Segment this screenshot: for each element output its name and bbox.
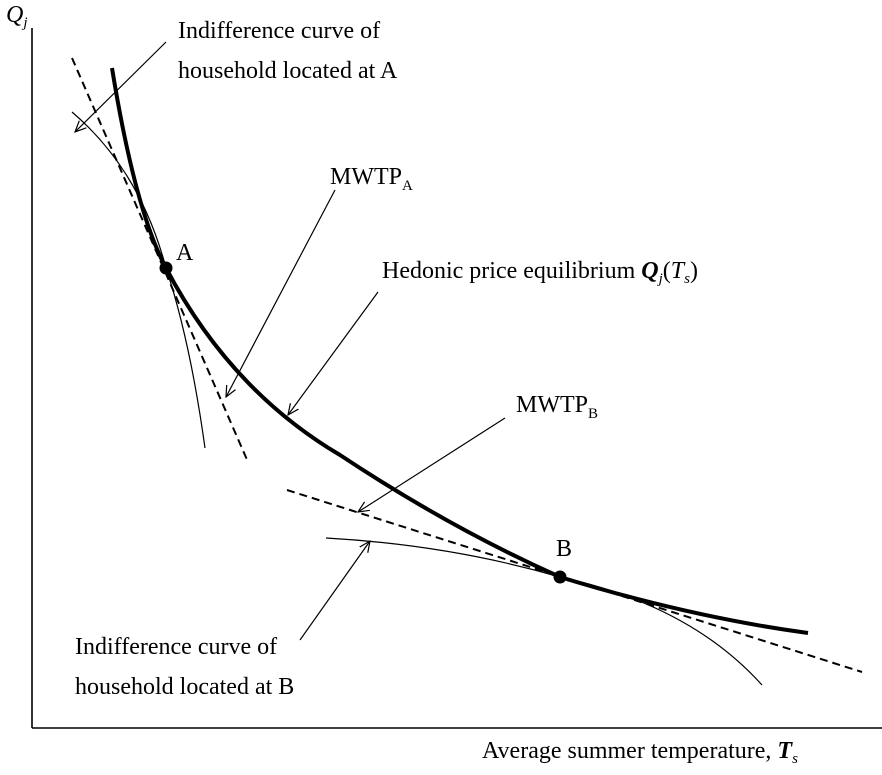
arrow [75,41,167,132]
annotation: Hedonic price equilibrium Qj(Ts) [382,258,698,287]
label-main: MWTP [330,164,402,190]
label-sub: j [657,271,663,287]
label-paren: ) [690,258,698,284]
point-label: B [556,536,572,562]
label-var: Q [641,258,658,284]
annotation: household located at B [75,674,294,700]
annotation: household located at A [178,58,398,84]
indifference-curve-a [71,111,206,449]
label-main: Q [6,2,23,28]
label-sub: B [588,406,598,422]
label-var: T [777,738,793,764]
annotation: MWTPA [330,164,413,194]
label-sub: s [684,271,690,287]
hedonic-curve [110,67,809,635]
annotation: Indifference curve of [75,634,277,660]
label-main: Hedonic price equilibrium [382,258,641,284]
tangent-a [71,57,249,463]
point-b-dot [553,570,567,584]
label-sub: j [21,15,27,31]
y-axis-label: Qj [6,2,28,31]
arrow [358,417,506,512]
label-sub: s [792,751,798,767]
x-axis-label: Average summer temperature, Ts [482,738,798,767]
label-sub: A [402,178,413,194]
annotation: Indifference curve of [178,18,380,44]
arrow [288,291,379,415]
point-label: A [176,240,194,266]
label-var: T [671,258,686,284]
annotation: MWTPB [516,392,598,422]
label-main: MWTP [516,392,588,418]
label-paren: ( [663,258,671,284]
label-main: Average summer temperature, [482,738,777,764]
arrow [299,541,370,641]
axes [31,28,882,729]
arrow [226,189,336,397]
point-a-dot [159,261,173,275]
